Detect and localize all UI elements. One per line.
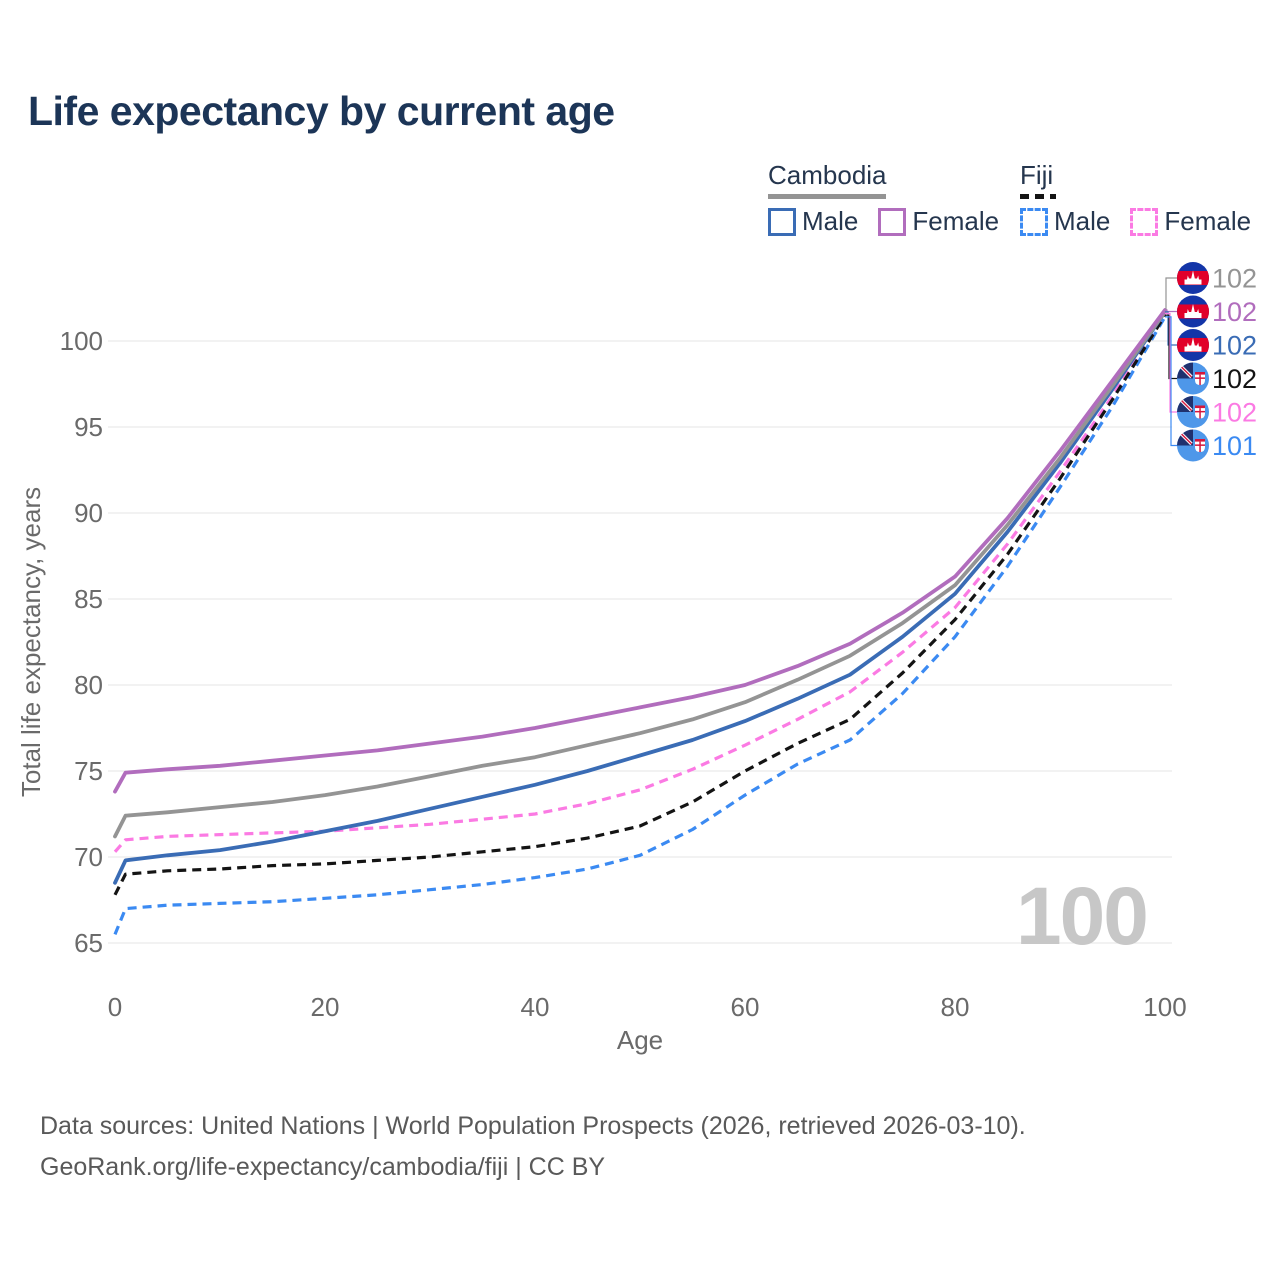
end-label-connector: [1165, 311, 1178, 346]
cambodia-flag-icon: [1177, 329, 1209, 361]
angkor-wat-glyph: [1184, 337, 1202, 352]
end-value-fiji-combined: 102: [1212, 364, 1257, 394]
cambodia-flag-icon: [1177, 262, 1209, 294]
legend-item-label: Male: [1054, 206, 1111, 236]
legend-group-fiji: Fiji: [1020, 160, 1056, 199]
y-axis-title: Total life expectancy, years: [16, 487, 46, 797]
y-tick-label: 100: [60, 326, 103, 356]
x-tick-label: 80: [941, 992, 970, 1022]
end-label-connector: [1165, 312, 1178, 413]
legend-item-label: Female: [1164, 206, 1252, 236]
age-counter-watermark: 100: [1016, 871, 1149, 962]
legend-item-cambodia-male[interactable]: Male: [768, 206, 858, 237]
legend-group-cambodia: Cambodia: [768, 160, 887, 199]
y-tick-label: 95: [74, 412, 103, 442]
legend-item-cambodia-female[interactable]: Female: [878, 206, 999, 237]
x-axis-tick-labels: 0 20 40 60 80 100: [108, 992, 1187, 1022]
legend-item-fiji-male[interactable]: Male: [1020, 206, 1110, 237]
end-value-cambodia-combined: 102: [1212, 264, 1257, 294]
attribution-link-text: GeoRank.org/life-expectancy/cambodia/fij…: [40, 1153, 606, 1181]
footer: Data sources: United Nations | World Pop…: [40, 1106, 1026, 1188]
end-label-connector: [1165, 314, 1178, 380]
end-label-connector: [1165, 316, 1178, 447]
gridlines: [108, 340, 1172, 944]
legend-item-label: Female: [912, 206, 1000, 236]
legend-country-label-cambodia: Cambodia: [768, 160, 887, 190]
line-fiji-female[interactable]: [113, 312, 1167, 853]
y-tick-label: 80: [74, 670, 103, 700]
x-tick-label: 100: [1143, 992, 1186, 1022]
y-tick-label: 70: [74, 842, 103, 872]
x-tick-label: 0: [108, 992, 122, 1022]
line-cambodia-male[interactable]: [113, 309, 1167, 885]
x-tick-label: 60: [731, 992, 760, 1022]
end-value-fiji-female: 102: [1212, 398, 1257, 428]
line-cambodia-combined[interactable]: [113, 309, 1167, 839]
end-label-connector: [1165, 277, 1178, 313]
y-tick-label: 85: [74, 584, 103, 614]
end-label-connector: [1165, 309, 1178, 313]
legend-country-label-fiji: Fiji: [1020, 160, 1054, 190]
cambodia-female-swatch-icon: [878, 207, 907, 236]
line-cambodia-female[interactable]: [113, 308, 1167, 794]
cambodia-male-swatch-icon: [768, 207, 796, 236]
legend-items-fiji: Male Female: [1020, 206, 1251, 237]
fiji-flag-icon: [1177, 362, 1209, 395]
series-lines: [113, 308, 1167, 936]
line-fiji-male[interactable]: [113, 316, 1167, 936]
end-value-cambodia-male: 102: [1212, 331, 1257, 361]
angkor-wat-glyph: [1184, 304, 1202, 318]
angkor-wat-glyph: [1184, 270, 1202, 285]
legend-item-fiji-female[interactable]: Female: [1130, 206, 1251, 237]
data-sources-text: Data sources: United Nations | World Pop…: [40, 1112, 1026, 1140]
fiji-line-style-swatch: [1020, 194, 1056, 199]
y-axis-tick-labels: 65 70 75 80 85 90 95 100: [60, 326, 103, 958]
x-tick-label: 20: [311, 992, 340, 1022]
legend-items-cambodia: Male Female: [768, 206, 999, 237]
fiji-flag-icon: [1177, 396, 1209, 428]
x-axis-title: Age: [617, 1025, 663, 1055]
line-fiji-combined[interactable]: [113, 314, 1167, 896]
legend-item-label: Male: [802, 206, 859, 236]
fiji-male-swatch-icon: [1020, 207, 1048, 236]
y-tick-label: 90: [74, 498, 103, 528]
end-value-fiji-male: 101: [1212, 431, 1257, 461]
y-tick-label: 75: [74, 756, 103, 786]
x-tick-label: 40: [521, 992, 550, 1022]
fiji-flag-icon: [1177, 429, 1209, 462]
y-tick-label: 65: [74, 928, 103, 958]
chart-title: Life expectancy by current age: [28, 88, 615, 134]
end-value-cambodia-female: 102: [1212, 297, 1257, 327]
cambodia-line-style-swatch: [768, 194, 886, 199]
cambodia-flag-icon: [1177, 295, 1209, 328]
fiji-female-swatch-icon: [1130, 207, 1159, 236]
